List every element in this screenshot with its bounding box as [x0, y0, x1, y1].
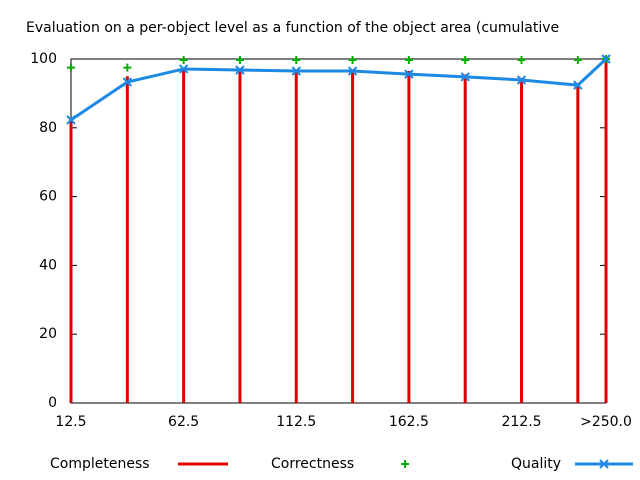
point [348, 56, 357, 65]
point [460, 72, 470, 82]
x-tick-label: 112.5 [276, 414, 316, 430]
y-tick-label: 20 [39, 326, 57, 342]
point [517, 56, 526, 65]
point [179, 56, 188, 65]
point [235, 56, 244, 65]
legend-label: Completeness [50, 456, 150, 472]
point [347, 66, 358, 76]
point [461, 56, 470, 65]
x-tick-label: >250.0 [580, 414, 632, 430]
point [235, 65, 245, 75]
x-tick-label: 12.5 [55, 414, 86, 430]
point [573, 56, 582, 65]
point [404, 56, 413, 65]
legend-label: Correctness [271, 456, 354, 472]
y-tick-label: 40 [39, 257, 57, 273]
point [516, 75, 527, 85]
point [601, 54, 611, 64]
point [123, 63, 132, 72]
legend-swatch [599, 459, 609, 469]
x-tick-label: 212.5 [501, 414, 541, 430]
y-tick-label: 100 [30, 51, 57, 67]
point [122, 77, 133, 87]
y-tick-label: 60 [39, 189, 57, 205]
legend-label: Quality [511, 456, 561, 472]
legend-swatch [401, 460, 409, 468]
y-tick-label: 0 [48, 395, 57, 411]
chart-title: Evaluation on a per-object level as a fu… [26, 20, 559, 36]
point [292, 56, 301, 65]
point [291, 66, 301, 76]
point [404, 69, 414, 79]
plot-frame [70, 58, 607, 404]
point [66, 115, 76, 125]
x-tick-label: 62.5 [168, 414, 199, 430]
line [70, 57, 608, 122]
point [178, 64, 189, 74]
point [573, 80, 583, 90]
point [67, 63, 75, 72]
y-tick-label: 80 [39, 120, 57, 136]
x-tick-label: 162.5 [389, 414, 429, 430]
